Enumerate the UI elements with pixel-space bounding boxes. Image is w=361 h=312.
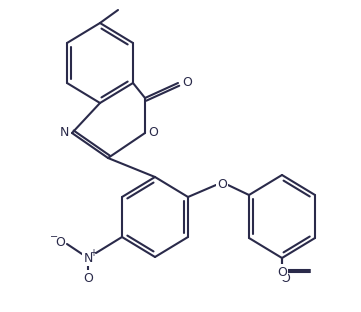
Text: N: N xyxy=(83,251,93,265)
Text: +: + xyxy=(89,248,97,258)
Text: O: O xyxy=(277,266,287,279)
Text: O: O xyxy=(182,76,192,90)
Text: O: O xyxy=(217,178,227,192)
Text: O: O xyxy=(55,236,65,248)
Text: O: O xyxy=(148,126,158,139)
Text: N: N xyxy=(59,126,69,139)
Text: −: − xyxy=(50,232,58,242)
Text: O: O xyxy=(83,271,93,285)
Text: O: O xyxy=(280,271,290,285)
